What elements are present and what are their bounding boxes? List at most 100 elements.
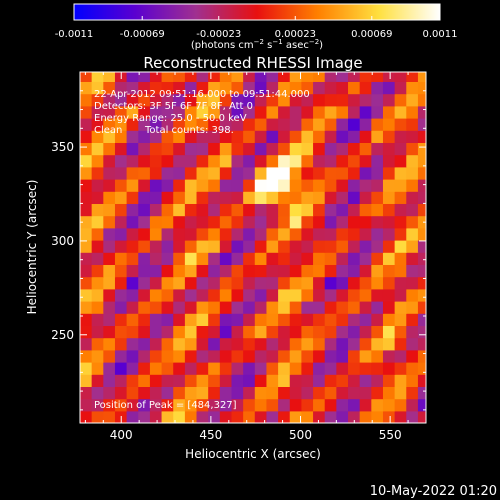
- heatmap-cell: [173, 313, 186, 326]
- heatmap-cell: [114, 215, 128, 229]
- heatmap-cell: [382, 252, 396, 265]
- heatmap-cell: [301, 276, 314, 290]
- heatmap-cell: [324, 288, 337, 302]
- heatmap-cell: [266, 276, 279, 290]
- heatmap-cell: [382, 349, 396, 363]
- heatmap-cell: [184, 410, 198, 423]
- heatmap-cell: [173, 337, 186, 351]
- heatmap-cell: [103, 276, 116, 290]
- heatmap-cell: [359, 288, 372, 302]
- heatmap-cell: [103, 288, 116, 302]
- heatmap-cell: [219, 300, 233, 314]
- heatmap-cell: [231, 410, 244, 423]
- heatmap-cell: [254, 398, 268, 412]
- heatmap-cell: [394, 203, 407, 217]
- heatmap-cell: [138, 142, 151, 156]
- heatmap-cell: [208, 130, 221, 143]
- heatmap-cell: [208, 81, 221, 95]
- heatmap-cell: [173, 72, 186, 82]
- heatmap-cell: [254, 191, 268, 204]
- heatmap-cell: [313, 191, 326, 204]
- heatmap-cell: [219, 154, 233, 168]
- heatmap-cell: [254, 227, 268, 241]
- heatmap-cell: [371, 130, 384, 143]
- heatmap-cell: [336, 72, 349, 82]
- heatmap-cell: [126, 349, 139, 363]
- heatmap-cell: [254, 276, 268, 290]
- heatmap-cell: [138, 264, 151, 278]
- heatmap-cell: [359, 93, 372, 107]
- heatmap-cell: [114, 227, 128, 241]
- x-tick-label: 500: [289, 428, 312, 442]
- heatmap-cell: [114, 252, 128, 265]
- heatmap-cell: [161, 398, 174, 412]
- heatmap-cell: [196, 325, 209, 339]
- heatmap-cell: [382, 410, 396, 423]
- heatmap-cell: [196, 410, 209, 423]
- heatmap-cell: [382, 191, 396, 204]
- heatmap-cell: [348, 276, 361, 290]
- heatmap-cell: [394, 142, 407, 156]
- heatmap-cell: [173, 203, 186, 217]
- heatmap-cell: [149, 288, 163, 302]
- heatmap-cell: [126, 130, 139, 143]
- heatmap-cell: [103, 239, 116, 253]
- heatmap-cell: [406, 386, 419, 400]
- heatmap-cell: [196, 300, 209, 314]
- heatmap-cell: [254, 252, 268, 265]
- heatmap-cell: [126, 239, 139, 253]
- heatmap-cell: [138, 288, 151, 302]
- heatmap-cell: [348, 386, 361, 400]
- heatmap-cell: [254, 239, 268, 253]
- heatmap-cell: [208, 276, 221, 290]
- heatmap-cell: [114, 398, 128, 412]
- heatmap-cell: [324, 142, 337, 156]
- heatmap-cell: [289, 93, 302, 107]
- heatmap-cell: [103, 203, 116, 217]
- heatmap-cell: [417, 386, 426, 400]
- colorbar-tick-label: 0.0011: [423, 29, 458, 40]
- heatmap-cell: [417, 81, 426, 95]
- heatmap-cell: [80, 130, 93, 143]
- heatmap-cell: [103, 117, 116, 131]
- heatmap-cell: [149, 300, 163, 314]
- heatmap-cell: [394, 410, 407, 423]
- heatmap-cell: [103, 325, 116, 339]
- heatmap-cell: [394, 374, 407, 387]
- heatmap-cell: [254, 362, 268, 375]
- heatmap-cell: [208, 154, 221, 168]
- heatmap-cell: [278, 215, 291, 229]
- heatmap-cell: [371, 142, 384, 156]
- heatmap-cell: [324, 81, 337, 95]
- heatmap-cell: [196, 178, 209, 192]
- heatmap-cell: [126, 227, 139, 241]
- heatmap-cell: [184, 154, 198, 168]
- heatmap-cell: [149, 203, 163, 217]
- heatmap-cell: [336, 349, 349, 363]
- heatmap-cell: [184, 130, 198, 143]
- heatmap-cell: [196, 227, 209, 241]
- heatmap-cell: [348, 252, 361, 265]
- heatmap-cell: [359, 362, 372, 375]
- heatmap-cell: [149, 325, 163, 339]
- heatmap-cell: [417, 239, 426, 253]
- heatmap-cell: [394, 130, 407, 143]
- heatmap-cell: [91, 374, 104, 387]
- heatmap-cell: [266, 264, 279, 278]
- heatmap-cell: [266, 239, 279, 253]
- heatmap-cell: [348, 72, 361, 82]
- heatmap-cell: [161, 337, 174, 351]
- heatmap-cell: [103, 252, 116, 265]
- heatmap-cell: [231, 178, 244, 192]
- heatmap-cell: [231, 130, 244, 143]
- heatmap-cell: [80, 252, 93, 265]
- heatmap-cell: [161, 166, 174, 180]
- heatmap-cell: [91, 142, 104, 156]
- heatmap-cell: [114, 142, 128, 156]
- heatmap-cell: [138, 178, 151, 192]
- heatmap-cell: [371, 398, 384, 412]
- heatmap-cell: [161, 93, 174, 107]
- heatmap-cell: [382, 325, 396, 339]
- heatmap-cell: [278, 362, 291, 375]
- heatmap-cell: [138, 203, 151, 217]
